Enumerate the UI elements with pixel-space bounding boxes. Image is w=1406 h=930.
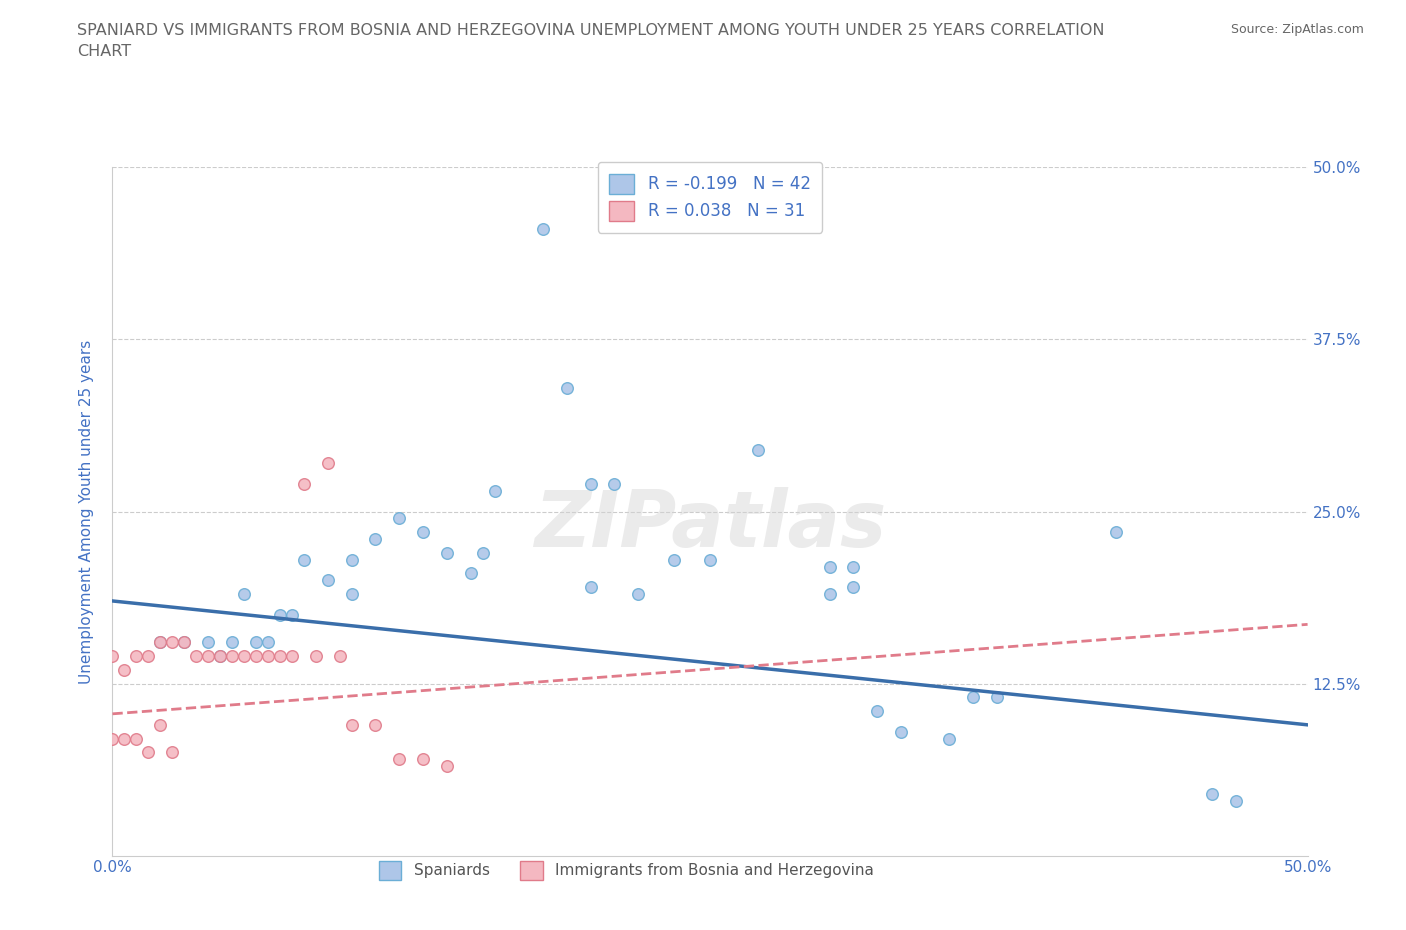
Point <box>436 759 458 774</box>
Point <box>173 635 195 650</box>
Text: ZIPatlas: ZIPatlas <box>534 487 886 564</box>
Legend: Spaniards, Immigrants from Bosnia and Herzegovina: Spaniards, Immigrants from Bosnia and He… <box>373 855 880 885</box>
Point <box>149 635 172 650</box>
Point <box>269 607 291 622</box>
Point <box>209 648 232 663</box>
Point <box>114 731 135 746</box>
Point <box>938 731 960 746</box>
Point <box>460 566 482 581</box>
Point <box>221 635 243 650</box>
Point <box>316 573 339 588</box>
Point <box>138 648 160 663</box>
Point <box>257 635 280 650</box>
Point <box>340 717 363 732</box>
Point <box>340 587 363 602</box>
Point <box>101 648 124 663</box>
Point <box>890 724 912 739</box>
Point <box>269 648 291 663</box>
Point <box>281 607 304 622</box>
Point <box>412 525 434 539</box>
Point <box>388 751 411 766</box>
Y-axis label: Unemployment Among Youth under 25 years: Unemployment Among Youth under 25 years <box>79 339 94 684</box>
Text: SPANIARD VS IMMIGRANTS FROM BOSNIA AND HERZEGOVINA UNEMPLOYMENT AMONG YOUTH UNDE: SPANIARD VS IMMIGRANTS FROM BOSNIA AND H… <box>77 23 1105 60</box>
Point <box>664 552 686 567</box>
Point <box>162 635 183 650</box>
Point <box>484 484 506 498</box>
Point <box>818 559 841 574</box>
Point <box>138 745 160 760</box>
Point <box>197 648 219 663</box>
Point <box>257 648 280 663</box>
Point <box>245 635 267 650</box>
Point <box>125 648 148 663</box>
Text: Source: ZipAtlas.com: Source: ZipAtlas.com <box>1230 23 1364 36</box>
Point <box>186 648 208 663</box>
Point <box>962 690 984 705</box>
Point <box>986 690 1008 705</box>
Point <box>818 587 841 602</box>
Point <box>245 648 267 663</box>
Point <box>114 662 135 677</box>
Point <box>1201 786 1223 801</box>
Point <box>699 552 721 567</box>
Point <box>101 731 124 746</box>
Point <box>388 511 411 525</box>
Point <box>340 552 363 567</box>
Point <box>627 587 650 602</box>
Point <box>149 635 172 650</box>
Point <box>305 648 328 663</box>
Point <box>125 731 148 746</box>
Point <box>197 635 219 650</box>
Point <box>209 648 232 663</box>
Point <box>329 648 352 663</box>
Point <box>472 545 495 560</box>
Point <box>531 222 554 237</box>
Point <box>579 579 602 594</box>
Point <box>747 442 769 457</box>
Point <box>555 380 578 395</box>
Point <box>221 648 243 663</box>
Point <box>149 717 172 732</box>
Point <box>162 745 183 760</box>
Point <box>233 587 256 602</box>
Point <box>364 717 387 732</box>
Point <box>1225 793 1247 808</box>
Point <box>364 532 387 547</box>
Point <box>233 648 256 663</box>
Point <box>436 545 458 560</box>
Point <box>316 456 339 471</box>
Point <box>281 648 304 663</box>
Point <box>603 476 626 491</box>
Point <box>292 552 315 567</box>
Point <box>292 476 315 491</box>
Point <box>842 579 865 594</box>
Point <box>842 559 865 574</box>
Point <box>173 635 195 650</box>
Point <box>1105 525 1128 539</box>
Point <box>579 476 602 491</box>
Point <box>412 751 434 766</box>
Point <box>866 704 889 719</box>
